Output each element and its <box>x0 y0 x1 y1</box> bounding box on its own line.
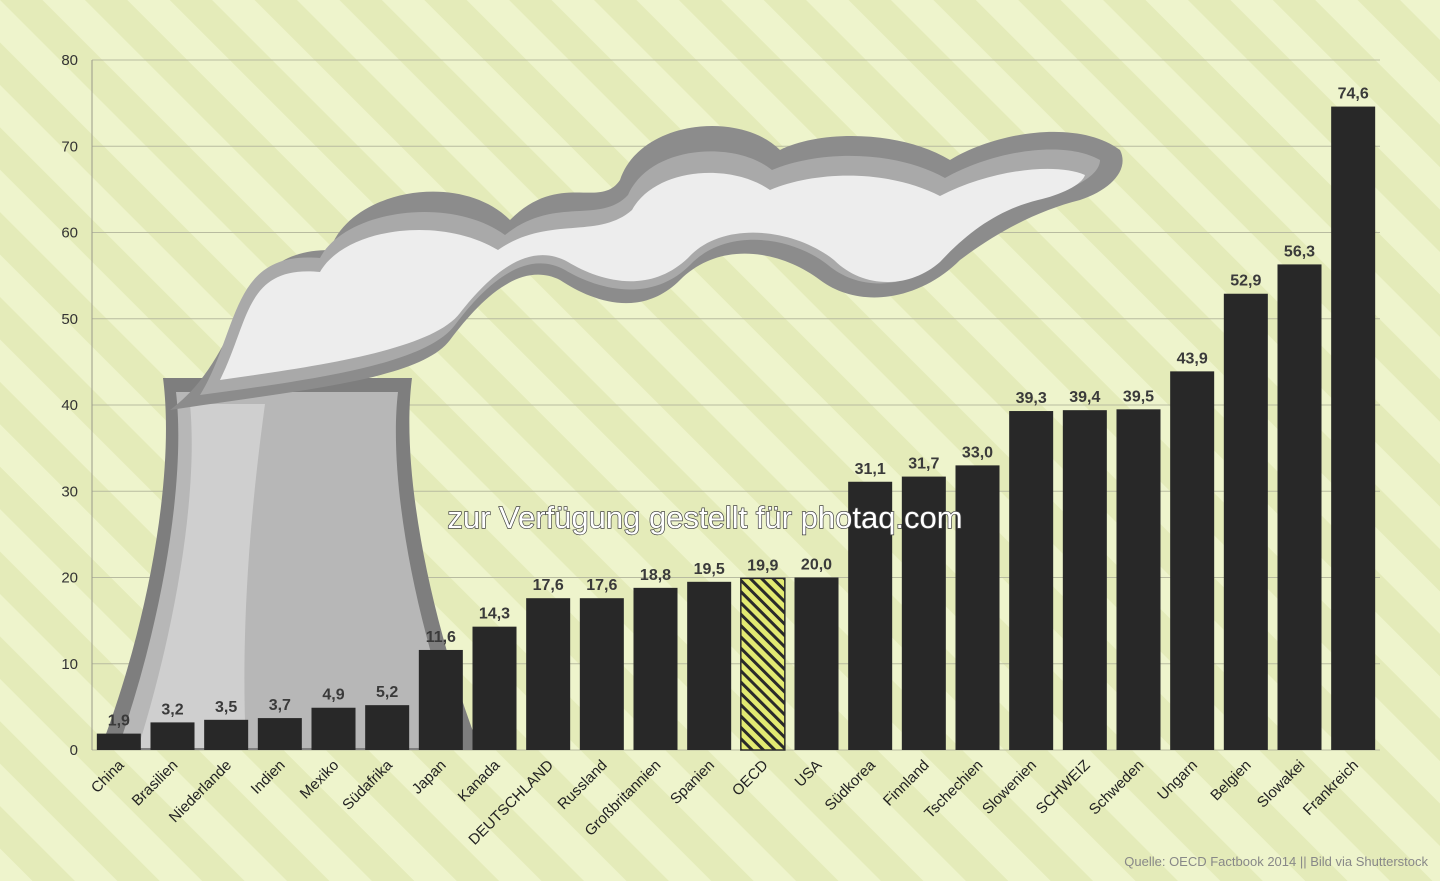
data-label: 20,0 <box>801 557 832 574</box>
bar <box>740 577 786 751</box>
data-label: 39,4 <box>1069 389 1100 406</box>
y-tick-label: 80 <box>61 52 78 69</box>
bar <box>1331 106 1376 750</box>
data-label: 17,6 <box>533 577 564 594</box>
bar <box>1277 264 1322 750</box>
data-label: 31,1 <box>855 461 886 478</box>
y-tick-label: 10 <box>61 656 78 673</box>
bar <box>955 465 1000 750</box>
y-tick-label: 70 <box>61 138 78 155</box>
bar <box>1009 411 1054 750</box>
y-tick-label: 50 <box>61 311 78 328</box>
data-label: 56,3 <box>1284 243 1315 260</box>
bar <box>848 481 893 750</box>
bar <box>579 598 624 750</box>
cooling-tower-illustration <box>100 126 1123 750</box>
y-tick-label: 30 <box>61 483 78 500</box>
watermark-text: zur Verfügung gestellt für photaq.com <box>447 500 962 535</box>
data-label: 3,2 <box>161 701 183 718</box>
bar <box>526 598 571 750</box>
data-label: 52,9 <box>1230 273 1261 290</box>
value-labels: 1,9 3,2 3,5 3,7 4,9 5,2 11,6 14,3 17,6 17,6 18,8 19… <box>108 86 1369 730</box>
data-label: 74,6 <box>1338 86 1369 103</box>
data-label: 43,9 <box>1177 350 1208 367</box>
data-label: 4,9 <box>322 687 344 704</box>
bar <box>472 626 517 750</box>
data-label: 5,2 <box>376 684 398 701</box>
bar <box>687 581 732 750</box>
data-label: 3,7 <box>269 697 291 714</box>
bar <box>257 718 302 750</box>
data-label: 39,3 <box>1016 390 1047 407</box>
y-tick-label: 20 <box>61 570 78 587</box>
bar <box>96 733 141 750</box>
bar <box>418 649 463 750</box>
data-label: 33,0 <box>962 444 993 461</box>
bar <box>1170 371 1215 750</box>
data-label: 18,8 <box>640 567 671 584</box>
y-tick-label: 0 <box>70 742 78 759</box>
bar <box>204 719 249 750</box>
data-label: 19,9 <box>747 557 778 574</box>
bar <box>150 722 195 750</box>
data-label: 3,5 <box>215 699 237 716</box>
bar <box>794 577 839 750</box>
y-tick-label: 60 <box>61 225 78 242</box>
bar <box>1223 293 1268 750</box>
bar <box>633 587 678 750</box>
bars <box>96 106 1376 751</box>
bar <box>311 707 356 750</box>
bar <box>365 705 410 750</box>
data-label: 17,6 <box>586 577 617 594</box>
y-tick-label: 40 <box>61 397 78 414</box>
data-label: 19,5 <box>694 561 725 578</box>
data-label: 11,6 <box>426 629 456 646</box>
data-label: 1,9 <box>108 713 130 730</box>
y-tick-labels: 0 10 20 30 40 50 60 70 80 <box>61 52 78 759</box>
data-label: 14,3 <box>479 606 510 623</box>
bar <box>1062 410 1107 750</box>
data-label: 31,7 <box>908 456 939 473</box>
source-note: Quelle: OECD Factbook 2014 || Bild via S… <box>1124 854 1428 869</box>
data-label: 39,5 <box>1123 388 1154 405</box>
bar <box>901 476 946 750</box>
bar <box>1116 409 1161 750</box>
